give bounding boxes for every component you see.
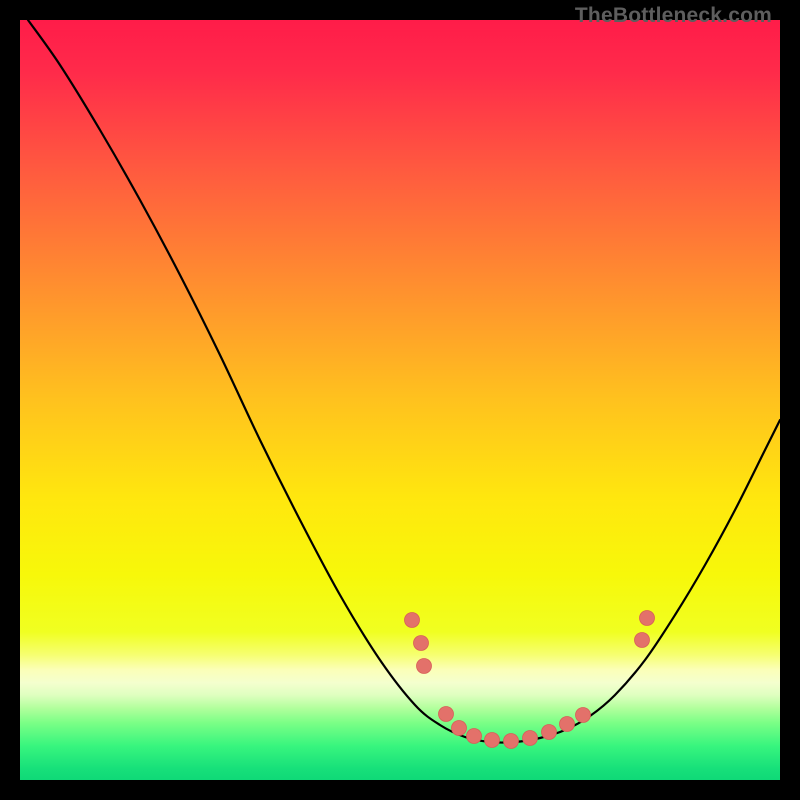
data-marker [523, 731, 538, 746]
data-marker [405, 613, 420, 628]
data-marker [439, 707, 454, 722]
data-marker [576, 708, 591, 723]
data-marker [414, 636, 429, 651]
data-marker [635, 633, 650, 648]
data-markers [20, 20, 780, 780]
data-marker [452, 721, 467, 736]
chart-frame: TheBottleneck.com [0, 0, 800, 800]
plot-area [20, 20, 780, 780]
data-marker [485, 733, 500, 748]
data-marker [640, 611, 655, 626]
data-marker [467, 729, 482, 744]
data-marker [560, 717, 575, 732]
data-marker [504, 734, 519, 749]
data-marker [417, 659, 432, 674]
watermark-text: TheBottleneck.com [575, 4, 772, 28]
data-marker [542, 725, 557, 740]
